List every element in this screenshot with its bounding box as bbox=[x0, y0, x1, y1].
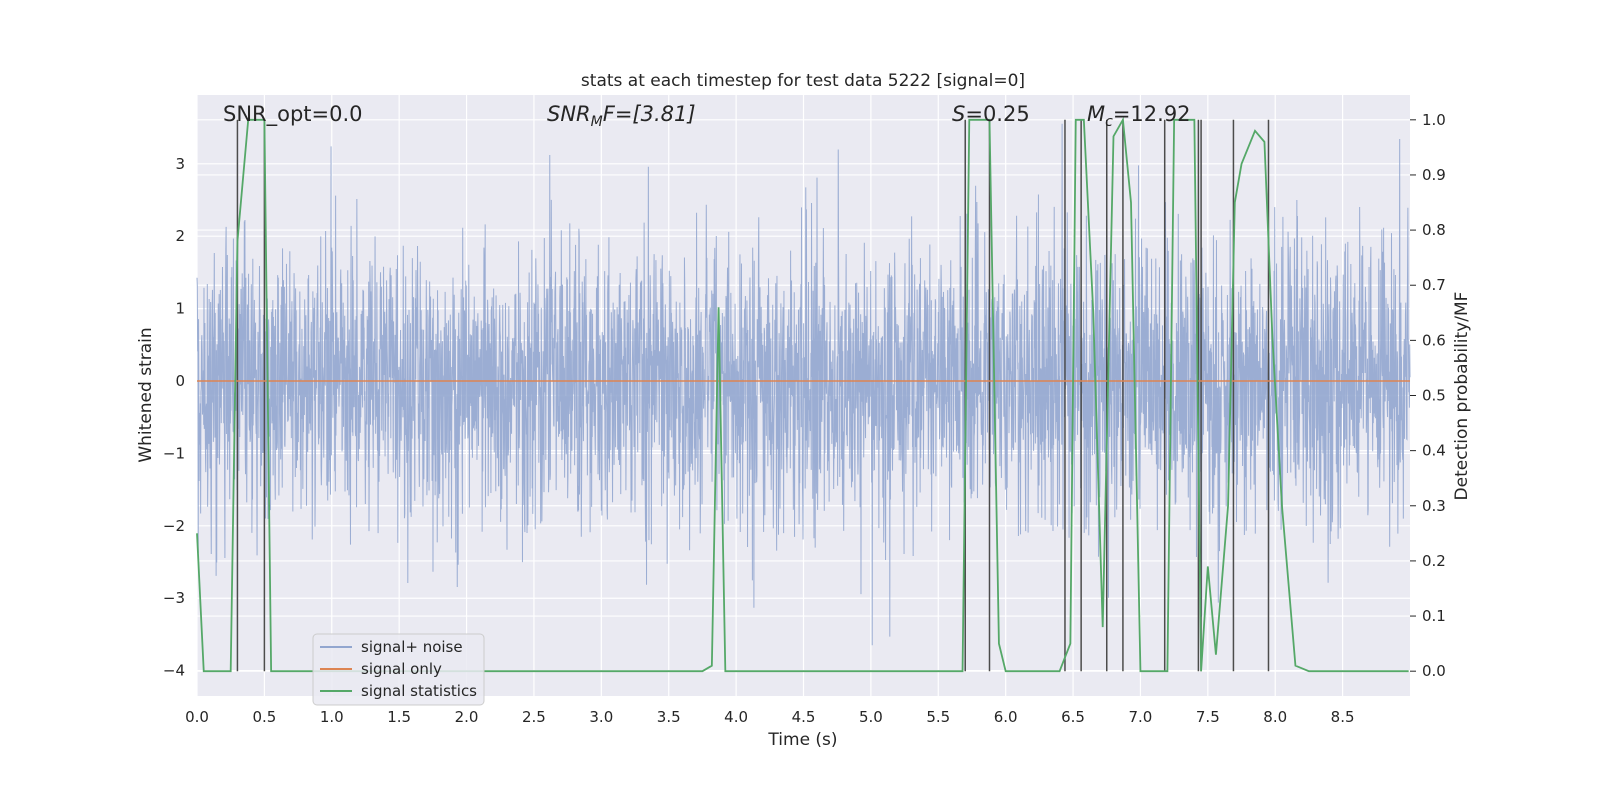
y-tick-label-left: −3 bbox=[163, 589, 185, 607]
x-tick-label: 0.0 bbox=[185, 708, 209, 726]
x-tick-label: 5.0 bbox=[859, 708, 883, 726]
annotation-s-rest: =0.25 bbox=[965, 102, 1029, 126]
y-tick-label-left: 1 bbox=[175, 300, 185, 318]
y-tick-label-left: 0 bbox=[175, 372, 185, 390]
x-tick-label: 1.5 bbox=[387, 708, 411, 726]
y-tick-label-right: 0.2 bbox=[1422, 552, 1446, 570]
x-tick-label: 8.0 bbox=[1263, 708, 1287, 726]
legend-label-signal-noise: signal+ noise bbox=[361, 638, 463, 656]
y-tick-label-right: 0.5 bbox=[1422, 387, 1446, 405]
y-tick-label-right: 0.4 bbox=[1422, 442, 1446, 460]
annotation-snr-mf: SNRMF=[3.81] bbox=[547, 102, 696, 130]
y-tick-label-right: 0.0 bbox=[1422, 662, 1446, 680]
x-tick-label: 6.0 bbox=[994, 708, 1018, 726]
x-tick-label: 5.5 bbox=[926, 708, 950, 726]
annotation-snr-mf-sub: M bbox=[591, 114, 603, 130]
y-tick-label-right: 0.8 bbox=[1422, 221, 1446, 239]
annotation-mc-sub: c bbox=[1105, 114, 1113, 130]
annotation-snr-opt: SNR_opt=0.0 bbox=[223, 102, 363, 127]
legend-label-signal-statistics: signal statistics bbox=[361, 682, 477, 700]
x-axis-label: Time (s) bbox=[767, 730, 837, 750]
annotation-mc-main: M bbox=[1087, 102, 1105, 126]
x-tick-label: 3.5 bbox=[657, 708, 681, 726]
x-tick-label: 2.0 bbox=[455, 708, 479, 726]
y-tick-label-left: 2 bbox=[175, 227, 185, 245]
y-axis-label-right: Detection probability/MF bbox=[1452, 292, 1472, 501]
x-tick-label: 6.5 bbox=[1061, 708, 1085, 726]
annotation-s-main: S bbox=[952, 102, 965, 126]
y-tick-label-right: 0.6 bbox=[1422, 331, 1446, 349]
y-tick-label-right: 0.3 bbox=[1422, 497, 1446, 515]
y-tick-label-right: 1.0 bbox=[1422, 111, 1446, 129]
y-tick-label-right: 0.7 bbox=[1422, 276, 1446, 294]
y-tick-label-right: 0.9 bbox=[1422, 166, 1446, 184]
legend-box bbox=[312, 633, 485, 706]
x-tick-label: 4.5 bbox=[792, 708, 816, 726]
tick-labels: 0.0 0.5 1.0 1.5 2.0 2.5 3.0 3.5 4.0 4.5 5.0 5.5 6.0 6… bbox=[163, 111, 1446, 726]
x-tick-label: 7.0 bbox=[1129, 708, 1153, 726]
y-tick-label-left: −4 bbox=[163, 662, 185, 680]
legend-label-signal-only: signal only bbox=[361, 660, 442, 678]
annotation-snr-mf-rest: F=[3.81] bbox=[603, 102, 696, 126]
y-tick-label-left: −1 bbox=[163, 444, 185, 462]
x-tick-label: 4.0 bbox=[724, 708, 748, 726]
annotation-snr-mf-main: SNR bbox=[547, 102, 591, 126]
y-tick-label-left: −2 bbox=[163, 517, 185, 535]
legend: signal+ noise signal only signal statist… bbox=[312, 633, 485, 706]
y-tick-label-left: 3 bbox=[175, 155, 185, 173]
annotation-mc-rest: =12.92 bbox=[1113, 102, 1191, 126]
x-tick-label: 0.5 bbox=[252, 708, 276, 726]
x-tick-label: 7.5 bbox=[1196, 708, 1220, 726]
y-tick-label-right: 0.1 bbox=[1422, 607, 1446, 625]
annotation-s: S=0.25 bbox=[952, 102, 1030, 126]
x-tick-label: 1.0 bbox=[320, 708, 344, 726]
y-axis-label-left: Whitened strain bbox=[136, 327, 156, 462]
annotation-mc: Mc=12.92 bbox=[1087, 102, 1191, 130]
x-tick-label: 8.5 bbox=[1331, 708, 1355, 726]
x-tick-label: 2.5 bbox=[522, 708, 546, 726]
chart-title: stats at each timestep for test data 522… bbox=[581, 71, 1025, 91]
x-tick-label: 3.0 bbox=[589, 708, 613, 726]
